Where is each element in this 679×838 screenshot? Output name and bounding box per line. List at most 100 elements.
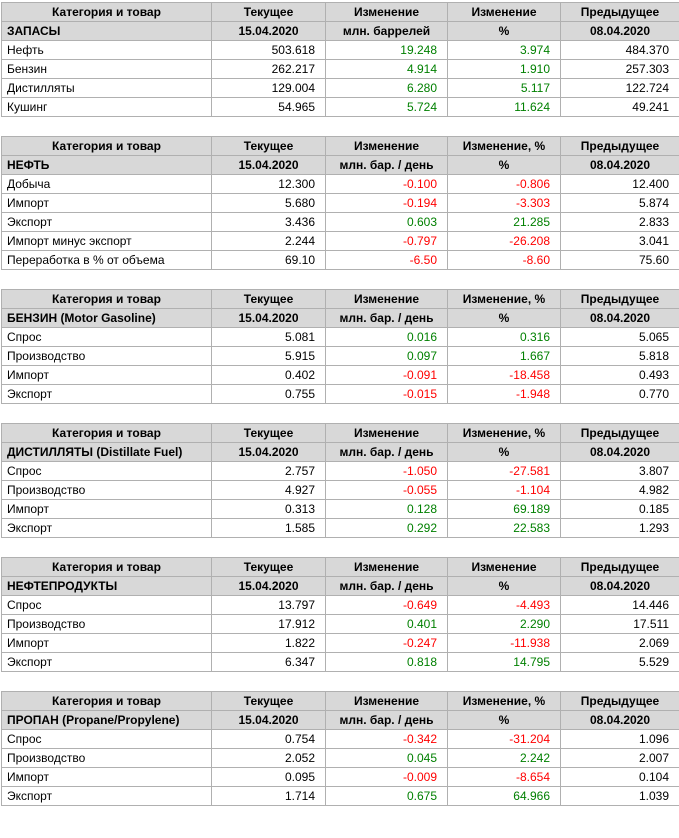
row-label: Импорт bbox=[1, 499, 212, 519]
change-value: 5.724 bbox=[325, 97, 448, 117]
change-pct-value: -4.493 bbox=[447, 595, 561, 615]
row-label: Нефть bbox=[1, 40, 212, 60]
percent-label: % bbox=[447, 576, 561, 596]
row-label: Производство bbox=[1, 480, 212, 500]
previous-value: 12.400 bbox=[560, 174, 679, 194]
column-header-row: Категория и товар Текущее Изменение Изменен… bbox=[1, 136, 679, 156]
column-header-row: Категория и товар Текущее Изменение Изменен… bbox=[1, 289, 679, 309]
change-value: -0.100 bbox=[325, 174, 448, 194]
column-header-row: Категория и товар Текущее Изменение Изменен… bbox=[1, 2, 679, 22]
unit-label: млн. бар. / день bbox=[325, 442, 448, 462]
percent-label: % bbox=[447, 442, 561, 462]
previous-value: 0.493 bbox=[560, 365, 679, 385]
percent-label: % bbox=[447, 308, 561, 328]
current-value: 5.915 bbox=[211, 346, 326, 366]
change-pct-value: 11.624 bbox=[447, 97, 561, 117]
column-header: Предыдущее bbox=[560, 423, 679, 443]
previous-date: 08.04.2020 bbox=[560, 710, 679, 730]
data-row: Экспорт 1.714 0.675 64.966 1.039 bbox=[1, 786, 679, 806]
change-pct-value: -11.938 bbox=[447, 633, 561, 653]
column-header-row: Категория и товар Текущее Изменение Изменен… bbox=[1, 691, 679, 711]
row-label: Кушинг bbox=[1, 97, 212, 117]
change-value: 6.280 bbox=[325, 78, 448, 98]
section-title: НЕФТЕПРОДУКТЫ bbox=[1, 576, 212, 596]
column-header: Изменение, % bbox=[447, 289, 561, 309]
column-header: Изменение bbox=[325, 289, 448, 309]
row-label: Добыча bbox=[1, 174, 212, 194]
data-row: Кушинг 54.965 5.724 11.624 49.241 bbox=[1, 97, 679, 117]
row-label: Переработка в % от объема bbox=[1, 250, 212, 270]
change-pct-value: 5.117 bbox=[447, 78, 561, 98]
data-row: Нефть 503.618 19.248 3.974 484.370 bbox=[1, 40, 679, 60]
previous-value: 4.982 bbox=[560, 480, 679, 500]
change-value: 0.016 bbox=[325, 327, 448, 347]
current-value: 69.10 bbox=[211, 250, 326, 270]
column-header: Текущее bbox=[211, 2, 326, 22]
current-value: 2.244 bbox=[211, 231, 326, 251]
data-row: Спрос 13.797 -0.649 -4.493 14.446 bbox=[1, 595, 679, 615]
current-value: 2.757 bbox=[211, 461, 326, 481]
row-label: Импорт минус экспорт bbox=[1, 231, 212, 251]
column-header: Изменение bbox=[325, 136, 448, 156]
row-label: Импорт bbox=[1, 633, 212, 653]
data-row: Экспорт 3.436 0.603 21.285 2.833 bbox=[1, 212, 679, 232]
unit-label: млн. бар. / день bbox=[325, 308, 448, 328]
previous-value: 2.069 bbox=[560, 633, 679, 653]
column-header-row: Категория и товар Текущее Изменение Изменен… bbox=[1, 557, 679, 577]
current-value: 0.754 bbox=[211, 729, 326, 749]
previous-value: 0.770 bbox=[560, 384, 679, 404]
change-pct-value: -27.581 bbox=[447, 461, 561, 481]
change-pct-value: -18.458 bbox=[447, 365, 561, 385]
table-distillate: Категория и товар Текущее Изменение Изменен… bbox=[1, 423, 679, 538]
previous-value: 5.065 bbox=[560, 327, 679, 347]
column-header: Текущее bbox=[211, 136, 326, 156]
data-row: Импорт 0.095 -0.009 -8.654 0.104 bbox=[1, 767, 679, 787]
column-header: Предыдущее bbox=[560, 691, 679, 711]
previous-value: 17.511 bbox=[560, 614, 679, 634]
previous-value: 484.370 bbox=[560, 40, 679, 60]
row-label: Бензин bbox=[1, 59, 212, 79]
section-meta-row: БЕНЗИН (Motor Gasoline) 15.04.2020 млн. ба… bbox=[1, 308, 679, 328]
current-value: 3.436 bbox=[211, 212, 326, 232]
previous-value: 1.096 bbox=[560, 729, 679, 749]
data-row: Спрос 2.757 -1.050 -27.581 3.807 bbox=[1, 461, 679, 481]
data-row: Экспорт 0.755 -0.015 -1.948 0.770 bbox=[1, 384, 679, 404]
row-label: Спрос bbox=[1, 461, 212, 481]
column-header: Категория и товар bbox=[1, 289, 212, 309]
change-value: -0.055 bbox=[325, 480, 448, 500]
previous-value: 5.529 bbox=[560, 652, 679, 672]
change-pct-value: 21.285 bbox=[447, 212, 561, 232]
data-row: Производство 17.912 0.401 2.290 17.511 bbox=[1, 614, 679, 634]
row-label: Спрос bbox=[1, 729, 212, 749]
column-header: Изменение, % bbox=[447, 136, 561, 156]
current-value: 503.618 bbox=[211, 40, 326, 60]
column-header: Категория и товар bbox=[1, 423, 212, 443]
change-pct-value: 14.795 bbox=[447, 652, 561, 672]
current-value: 4.927 bbox=[211, 480, 326, 500]
row-label: Импорт bbox=[1, 767, 212, 787]
change-pct-value: 2.242 bbox=[447, 748, 561, 768]
change-pct-value: -1.948 bbox=[447, 384, 561, 404]
table-gasoline: Категория и товар Текущее Изменение Изменен… bbox=[1, 289, 679, 404]
column-header: Категория и товар bbox=[1, 136, 212, 156]
column-header: Изменение bbox=[325, 557, 448, 577]
column-header: Изменение bbox=[447, 2, 561, 22]
previous-value: 0.104 bbox=[560, 767, 679, 787]
unit-label: млн. бар. / день bbox=[325, 155, 448, 175]
data-row: Спрос 0.754 -0.342 -31.204 1.096 bbox=[1, 729, 679, 749]
change-pct-value: -0.806 bbox=[447, 174, 561, 194]
change-pct-value: 2.290 bbox=[447, 614, 561, 634]
current-value: 0.095 bbox=[211, 767, 326, 787]
change-value: -6.50 bbox=[325, 250, 448, 270]
current-value: 13.797 bbox=[211, 595, 326, 615]
section-title: ДИСТИЛЛЯТЫ (Distillate Fuel) bbox=[1, 442, 212, 462]
change-pct-value: 0.316 bbox=[447, 327, 561, 347]
current-value: 6.347 bbox=[211, 652, 326, 672]
current-date: 15.04.2020 bbox=[211, 710, 326, 730]
section-meta-row: НЕФТЬ 15.04.2020 млн. бар. / день% 08.04.20… bbox=[1, 155, 679, 175]
change-value: 0.128 bbox=[325, 499, 448, 519]
column-header: Изменение, % bbox=[447, 423, 561, 443]
change-value: 0.603 bbox=[325, 212, 448, 232]
current-value: 5.680 bbox=[211, 193, 326, 213]
table-crude-oil: Категория и товар Текущее Изменение Изменен… bbox=[1, 136, 679, 270]
